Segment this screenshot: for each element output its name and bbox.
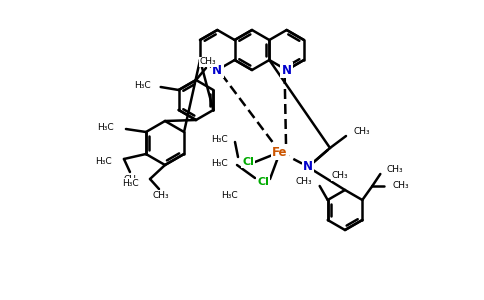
Text: CH₃: CH₃ bbox=[354, 128, 371, 136]
Text: H₃C: H₃C bbox=[134, 80, 151, 89]
Text: H₃C: H₃C bbox=[95, 157, 112, 166]
Text: H₃C: H₃C bbox=[97, 122, 114, 131]
Text: CH₃: CH₃ bbox=[123, 176, 140, 184]
Text: H₃C: H₃C bbox=[221, 191, 238, 200]
Text: CH₃: CH₃ bbox=[200, 58, 216, 67]
Text: CH₃: CH₃ bbox=[152, 190, 169, 200]
Text: N: N bbox=[212, 64, 222, 76]
Text: CH₃: CH₃ bbox=[295, 178, 312, 187]
Text: N: N bbox=[303, 160, 313, 173]
Text: CH₃: CH₃ bbox=[393, 182, 409, 190]
Text: Cl: Cl bbox=[242, 157, 254, 167]
Text: Fe: Fe bbox=[272, 146, 288, 158]
Text: H₃C: H₃C bbox=[212, 136, 228, 145]
Text: Cl: Cl bbox=[257, 177, 269, 187]
Text: CH₃: CH₃ bbox=[332, 172, 348, 181]
Text: H₃C: H₃C bbox=[122, 178, 139, 188]
Text: H₃C: H₃C bbox=[212, 160, 228, 169]
Text: N: N bbox=[282, 64, 292, 76]
Text: CH₃: CH₃ bbox=[386, 166, 403, 175]
